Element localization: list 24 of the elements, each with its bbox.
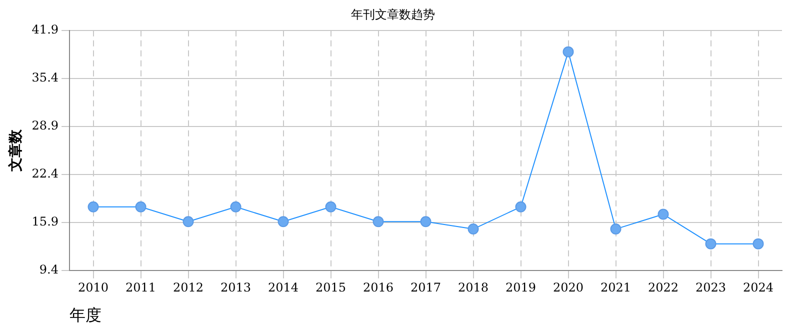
x-tick-label: 2024 (742, 280, 774, 295)
x-tick-label: 2022 (648, 280, 679, 295)
x-tick-label: 2019 (505, 280, 536, 295)
chart-title: 年刊文章数趋势 (351, 7, 435, 22)
y-tick-label: 28.9 (32, 118, 59, 133)
y-tick-label: 9.4 (39, 262, 59, 277)
x-tick-label: 2011 (125, 280, 156, 295)
y-tick-label: 41.9 (32, 22, 59, 37)
x-tick-label: 2021 (600, 280, 632, 295)
x-tick-label: 2016 (362, 280, 394, 295)
x-tick-label: 2017 (410, 280, 442, 295)
x-tick-label: 2010 (78, 280, 109, 295)
x-tick-label: 2013 (220, 280, 252, 295)
y-tick-label: 35.4 (32, 70, 59, 85)
y-tick-label: 15.9 (32, 214, 59, 229)
x-tick-label: 2014 (268, 280, 299, 295)
x-axis-title: 年度 (70, 306, 102, 325)
x-tick-label: 2012 (172, 280, 204, 295)
x-tick-label: 2015 (315, 280, 346, 295)
x-tick-label: 2023 (695, 280, 726, 295)
x-tick-label: 2020 (552, 280, 584, 295)
y-axis-title: 文章数 (7, 128, 24, 172)
x-tick-label: 2018 (458, 280, 489, 295)
y-tick-label: 22.4 (32, 166, 59, 181)
